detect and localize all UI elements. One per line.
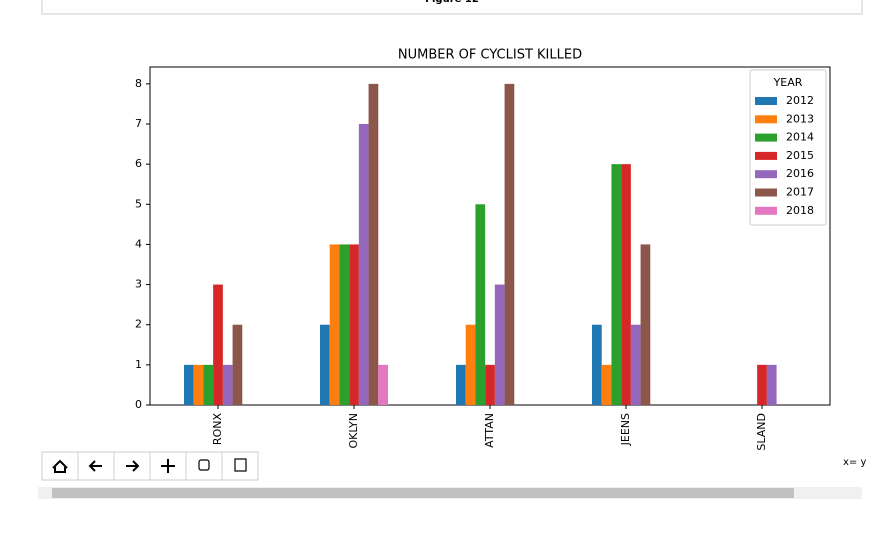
save-button[interactable] bbox=[221, 451, 259, 481]
x-tick-label: JEENS bbox=[619, 413, 632, 446]
bar bbox=[193, 364, 204, 405]
legend-swatch bbox=[755, 97, 777, 105]
chart-title: NUMBER OF CYCLIST KILLED bbox=[398, 48, 582, 63]
legend-swatch bbox=[755, 206, 777, 215]
figure-title: Figure 12 bbox=[425, 0, 479, 5]
legend-title: YEAR bbox=[773, 76, 803, 89]
bar bbox=[329, 244, 340, 405]
bar bbox=[213, 284, 223, 405]
y-tick-label: 7 bbox=[135, 117, 142, 130]
scrollbar-thumb[interactable] bbox=[52, 488, 794, 498]
x-tick-label: RONX bbox=[211, 413, 224, 446]
plot: 0 1 2 3 4 5 6 7 8 RONX OKLYN ATTAN JEENS SLAND bbox=[135, 77, 777, 451]
bar bbox=[368, 83, 379, 405]
zoom-icon bbox=[198, 459, 210, 471]
legend-label: 2017 bbox=[786, 186, 814, 199]
legend-label: 2016 bbox=[786, 167, 814, 180]
bar bbox=[339, 244, 350, 405]
bar bbox=[601, 364, 612, 405]
y-tick-label: 5 bbox=[135, 197, 142, 210]
forward-icon bbox=[126, 460, 140, 472]
y-tick-label: 4 bbox=[135, 237, 142, 250]
bar bbox=[504, 83, 515, 405]
bar bbox=[757, 364, 767, 405]
legend-label: 2013 bbox=[786, 112, 814, 125]
bar bbox=[611, 164, 622, 405]
bar bbox=[592, 324, 602, 405]
toolbar bbox=[41, 451, 259, 481]
legend-swatch bbox=[755, 170, 777, 179]
status-text: x= y bbox=[843, 457, 866, 468]
x-tick-label: OKLYN bbox=[347, 413, 360, 449]
legend-swatch bbox=[755, 188, 777, 197]
legend: YEAR 2012 2013 2014 2015 2016 2017 2018 bbox=[749, 69, 827, 226]
bar bbox=[485, 364, 495, 405]
bar bbox=[640, 244, 651, 405]
y-tick-label: 1 bbox=[135, 358, 142, 371]
bar bbox=[184, 364, 194, 405]
home-button[interactable] bbox=[41, 451, 79, 481]
legend-swatch bbox=[755, 133, 777, 142]
bar bbox=[232, 324, 243, 405]
y-tick-label: 0 bbox=[135, 398, 142, 411]
legend-swatch bbox=[755, 115, 777, 124]
bar bbox=[358, 124, 369, 405]
pan-icon bbox=[161, 459, 175, 473]
bar bbox=[222, 364, 233, 405]
save-icon bbox=[234, 458, 247, 472]
legend-label: 2018 bbox=[786, 204, 814, 217]
axes-frame bbox=[149, 66, 831, 406]
y-tick-label: 6 bbox=[135, 157, 142, 170]
x-tick-label: SLAND bbox=[755, 413, 768, 451]
bar bbox=[203, 364, 214, 405]
x-tick-label: ATTAN bbox=[483, 413, 496, 448]
bar bbox=[456, 364, 466, 405]
bar bbox=[630, 324, 641, 405]
bar bbox=[320, 324, 330, 405]
back-icon bbox=[88, 460, 102, 472]
y-tick-label: 3 bbox=[135, 278, 142, 291]
bar bbox=[475, 204, 486, 405]
zoom-button[interactable] bbox=[185, 451, 223, 481]
bar bbox=[378, 364, 388, 405]
home-icon bbox=[52, 459, 68, 473]
legend-label: 2012 bbox=[786, 94, 814, 107]
bar bbox=[621, 164, 631, 405]
legend-label: 2015 bbox=[786, 149, 814, 162]
legend-label: 2014 bbox=[786, 131, 814, 144]
y-tick-label: 2 bbox=[135, 318, 142, 331]
bar bbox=[465, 324, 476, 405]
legend-box bbox=[749, 69, 827, 226]
bar bbox=[766, 364, 777, 405]
bar bbox=[349, 244, 359, 405]
figure-header bbox=[41, 0, 863, 15]
bar bbox=[494, 284, 505, 405]
y-tick-label: 8 bbox=[135, 77, 142, 90]
legend-swatch bbox=[755, 151, 777, 160]
